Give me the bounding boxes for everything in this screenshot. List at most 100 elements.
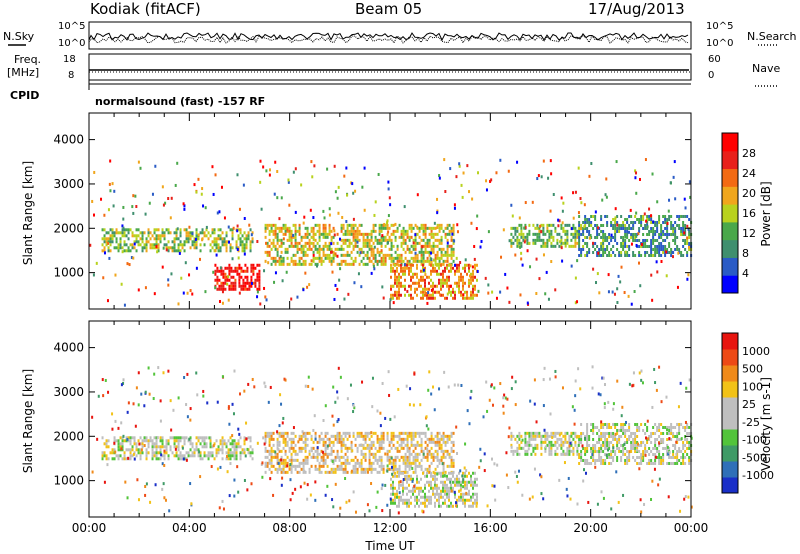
- data-cell: [221, 439, 224, 443]
- data-cell: [524, 443, 527, 447]
- data-cell: [646, 419, 649, 423]
- data-cell: [185, 234, 188, 238]
- data-cell: [636, 428, 639, 432]
- data-cell: [474, 492, 476, 496]
- data-cell: [115, 237, 118, 241]
- data-cell: [109, 189, 112, 193]
- data-cell: [286, 470, 289, 474]
- data-cell: [430, 486, 432, 490]
- data-cell: [556, 446, 559, 450]
- data-cell: [631, 233, 634, 237]
- data-cell: [304, 437, 307, 441]
- data-cell: [584, 446, 587, 450]
- data-cell: [396, 262, 399, 266]
- data-cell: [250, 266, 253, 270]
- data-cell: [125, 448, 128, 452]
- data-cell: [382, 253, 385, 257]
- data-cell: [642, 241, 645, 245]
- data-cell: [133, 234, 136, 238]
- data-cell: [334, 458, 337, 462]
- data-cell: [674, 461, 677, 465]
- data-cell: [434, 440, 437, 444]
- data-cell: [370, 446, 373, 450]
- data-cell: [564, 223, 567, 227]
- data-cell: [332, 440, 335, 444]
- data-cell: [410, 443, 413, 447]
- data-cell: [662, 455, 665, 459]
- data-cell: [660, 260, 663, 264]
- data-cell: [390, 287, 392, 291]
- data-cell: [344, 262, 347, 266]
- data-cell: [476, 477, 478, 481]
- data-cell: [666, 443, 669, 447]
- data-cell: [535, 257, 538, 261]
- data-cell: [596, 431, 599, 435]
- data-cell: [594, 217, 597, 221]
- data-cell: [452, 226, 455, 230]
- data-cell: [274, 235, 277, 239]
- data-cell: [372, 229, 375, 233]
- data-cell: [658, 422, 661, 426]
- data-cell: [276, 440, 279, 444]
- data-cell: [413, 484, 416, 488]
- data-cell: [390, 266, 392, 270]
- data-cell: [434, 266, 436, 270]
- data-cell: [660, 244, 663, 248]
- data-cell: [310, 160, 313, 164]
- data-cell: [224, 281, 227, 285]
- data-cell: [434, 259, 437, 263]
- data-cell: [318, 244, 321, 248]
- data-cell: [470, 272, 472, 276]
- data-cell: [270, 452, 273, 456]
- data-cell: [265, 169, 268, 173]
- data-cell: [466, 480, 468, 484]
- data-cell: [258, 269, 261, 273]
- data-cell: [420, 464, 423, 468]
- data-cell: [518, 232, 521, 236]
- data-cell: [450, 266, 452, 270]
- data-cell: [518, 446, 521, 450]
- data-cell: [380, 446, 383, 450]
- data-cell: [147, 445, 150, 449]
- data-cell: [408, 266, 410, 270]
- data-cell: [482, 415, 485, 419]
- data-cell: [448, 275, 450, 279]
- data-cell: [284, 378, 287, 382]
- data-cell: [584, 461, 587, 465]
- data-cell: [448, 434, 451, 438]
- data-cell: [290, 235, 293, 239]
- data-cell: [286, 256, 289, 260]
- cpid-label: CPID: [10, 89, 40, 102]
- data-cell: [614, 238, 617, 242]
- data-cell: [336, 440, 339, 444]
- data-cell: [386, 458, 389, 462]
- data-cell: [318, 437, 321, 441]
- data-cell: [231, 442, 234, 446]
- data-cell: [534, 232, 537, 236]
- data-cell: [570, 227, 573, 231]
- data-cell: [330, 470, 333, 474]
- data-cell: [446, 226, 449, 230]
- data-cell: [540, 452, 543, 456]
- data-cell: [145, 240, 148, 244]
- data-cell: [682, 214, 685, 218]
- data-cell: [231, 231, 234, 235]
- data-cell: [597, 392, 600, 396]
- data-cell: [432, 440, 435, 444]
- data-cell: [280, 262, 283, 266]
- data-cell: [398, 504, 400, 508]
- data-cell: [199, 231, 202, 235]
- data-cell: [231, 402, 234, 406]
- data-cell: [627, 230, 630, 234]
- data-cell: [450, 250, 453, 254]
- data-cell: [161, 454, 164, 458]
- data-cell: [556, 440, 559, 444]
- data-cell: [452, 266, 454, 270]
- data-cell: [608, 455, 611, 459]
- data-cell: [402, 440, 405, 444]
- data-cell: [139, 457, 142, 461]
- data-cell: [500, 255, 503, 259]
- data-cell: [221, 231, 224, 235]
- data-cell: [538, 232, 541, 236]
- data-cell: [282, 226, 285, 230]
